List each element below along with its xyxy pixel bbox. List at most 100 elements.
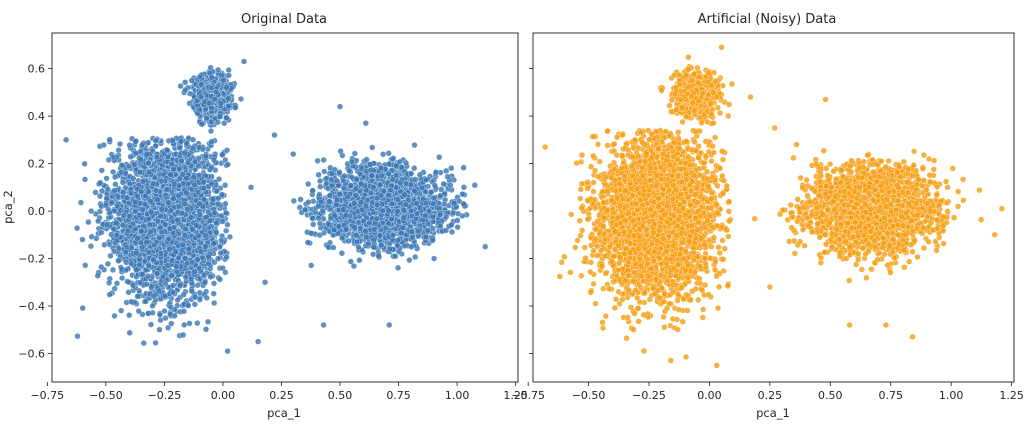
scatter-point (109, 266, 117, 274)
scatter-point (172, 248, 179, 255)
scatter-point (131, 161, 138, 168)
scatter-point (217, 113, 224, 120)
scatter-point (103, 221, 111, 229)
scatter-point (317, 183, 324, 190)
scatter-point (223, 114, 230, 121)
scatter-point (460, 164, 467, 171)
scatter-point (164, 324, 172, 331)
scatter-point (126, 180, 134, 188)
scatter-point (196, 144, 203, 151)
scatter-point (213, 187, 221, 195)
scatter-point (186, 320, 193, 327)
scatter-point (196, 275, 204, 282)
scatter-point (191, 181, 198, 188)
scatter-point (101, 241, 108, 248)
scatter-point (226, 233, 234, 241)
scatter-point (177, 138, 185, 145)
scatter-point (118, 307, 125, 314)
scatter-point (139, 271, 146, 278)
scatter-point (157, 250, 165, 257)
scatter-point (136, 212, 143, 219)
scatter-point (166, 246, 173, 253)
scatter-point (195, 172, 203, 179)
scatter-point (207, 127, 215, 135)
scatter-point (173, 268, 181, 275)
scatter-point (182, 255, 189, 262)
scatter-point (143, 281, 150, 288)
scatter-point (207, 273, 214, 280)
scatter-point (127, 153, 134, 160)
scatter-point (189, 136, 197, 143)
scatter-point (210, 290, 217, 297)
scatter-point (155, 287, 163, 294)
scatter-point (81, 176, 89, 183)
scatter-point (208, 180, 215, 187)
scatter-point (189, 145, 196, 152)
scatter-point (176, 282, 184, 289)
scatter-point (222, 269, 229, 276)
scatter-point (204, 318, 212, 325)
scatter-point (128, 260, 135, 267)
scatter-point (208, 118, 215, 125)
scatter-point (213, 229, 220, 236)
scatter-point (165, 199, 172, 206)
scatter-point (200, 185, 208, 192)
scatter-point (203, 115, 210, 122)
scatter-point (202, 326, 210, 333)
scatter-point (143, 238, 150, 246)
scatter-point (98, 263, 105, 271)
scatter-point (111, 187, 118, 194)
scatter-point (188, 77, 195, 84)
scatter-point (215, 66, 222, 74)
scatter-point (118, 274, 126, 282)
scatter-point (171, 181, 178, 188)
scatter-point (123, 194, 130, 201)
scatter-point (156, 234, 163, 242)
scatter-point (173, 263, 180, 270)
scatter-point (106, 136, 113, 143)
scatter-point (193, 222, 200, 229)
scatter-point (136, 279, 144, 286)
scatter-point (175, 165, 183, 173)
scatter-point (113, 232, 120, 239)
scatter-point (133, 266, 140, 273)
scatter-point (126, 142, 133, 149)
scatter-point (191, 268, 198, 275)
scatter-point (158, 228, 165, 236)
scatter-point (104, 260, 112, 268)
scatter-point (79, 304, 86, 312)
scatter-point (125, 289, 132, 296)
scatter-point (195, 232, 202, 239)
scatter-point (198, 81, 205, 88)
scatter-point (167, 207, 174, 214)
scatter-point (175, 254, 182, 261)
scatter-point (120, 212, 127, 219)
scatter-point (183, 140, 190, 147)
scatter-point (106, 291, 113, 298)
scatter-point (159, 273, 167, 280)
scatter-point (185, 302, 192, 309)
scatter-point (77, 199, 85, 206)
scatter-point (126, 213, 133, 220)
scatter-point (162, 314, 169, 322)
scatter-point (108, 231, 115, 238)
scatter-point (81, 160, 88, 167)
scatter-point (122, 267, 129, 274)
scatter-point (202, 153, 209, 160)
scatter-point (127, 298, 135, 305)
scatter-point (170, 165, 177, 173)
scatter-point (153, 270, 161, 277)
scatter-point (149, 309, 156, 316)
scatter-point (108, 199, 115, 206)
scatter-point (167, 171, 174, 178)
scatter-point (147, 198, 154, 205)
scatter-point (129, 282, 137, 289)
scatter-point (436, 154, 443, 161)
scatter-point (200, 196, 208, 203)
scatter-point (183, 189, 190, 196)
scatter-point (196, 73, 203, 81)
scatter-point (181, 232, 189, 239)
scatter-point (220, 77, 227, 84)
scatter-point (224, 221, 231, 228)
scatter-point (154, 196, 161, 203)
